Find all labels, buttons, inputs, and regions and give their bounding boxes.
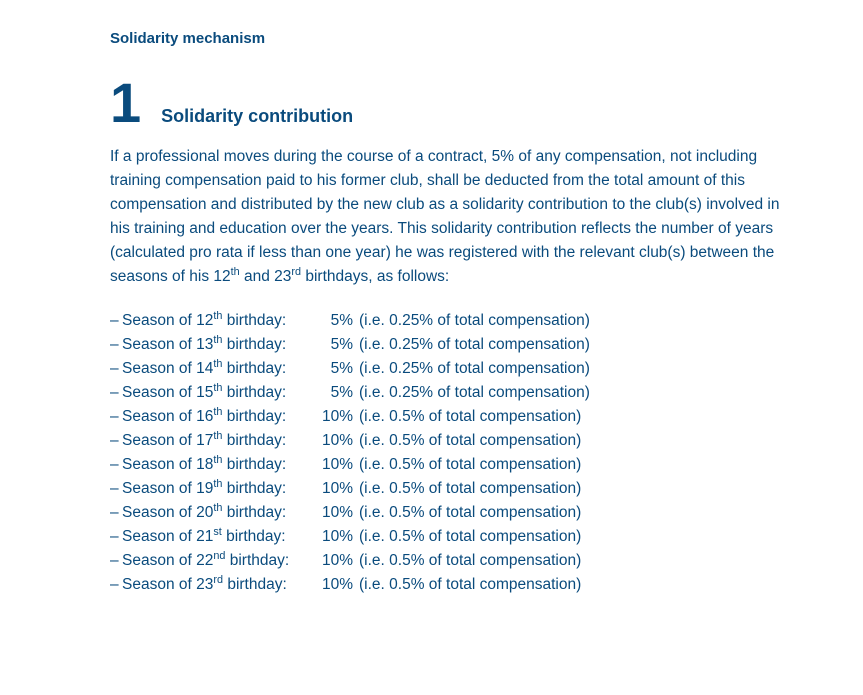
percentage: 5%	[307, 309, 359, 333]
list-item: –Season of 15th birthday:5%(i.e. 0.25% o…	[110, 381, 783, 405]
season-label: Season of 22nd birthday:	[122, 549, 307, 573]
percentage: 5%	[307, 381, 359, 405]
list-item: –Season of 23rd birthday:10%(i.e. 0.5% o…	[110, 573, 783, 597]
dash: –	[110, 525, 122, 549]
percentage: 10%	[307, 429, 359, 453]
dash: –	[110, 477, 122, 501]
list-item: –Season of 21st birthday:10%(i.e. 0.5% o…	[110, 525, 783, 549]
detail: (i.e. 0.25% of total compensation)	[359, 357, 783, 381]
dash: –	[110, 357, 122, 381]
section-number: 1	[110, 75, 139, 131]
detail: (i.e. 0.25% of total compensation)	[359, 333, 783, 357]
list-item: –Season of 16th birthday:10%(i.e. 0.5% o…	[110, 405, 783, 429]
percentage: 10%	[307, 501, 359, 525]
season-label: Season of 19th birthday:	[122, 477, 307, 501]
list-item: –Season of 20th birthday:10%(i.e. 0.5% o…	[110, 501, 783, 525]
paragraph-mid: and 23	[240, 268, 292, 285]
season-label: Season of 21st birthday:	[122, 525, 307, 549]
body-paragraph: If a professional moves during the cours…	[110, 145, 783, 289]
detail: (i.e. 0.5% of total compensation)	[359, 477, 783, 501]
percentage: 10%	[307, 573, 359, 597]
detail: (i.e. 0.5% of total compensation)	[359, 453, 783, 477]
dash: –	[110, 309, 122, 333]
dash: –	[110, 405, 122, 429]
dash: –	[110, 429, 122, 453]
percentage: 10%	[307, 525, 359, 549]
percentage: 5%	[307, 357, 359, 381]
season-label: Season of 16th birthday:	[122, 405, 307, 429]
detail: (i.e. 0.25% of total compensation)	[359, 309, 783, 333]
section-title: Solidarity contribution	[161, 106, 353, 127]
list-item: –Season of 19th birthday:10%(i.e. 0.5% o…	[110, 477, 783, 501]
page-header: Solidarity mechanism	[110, 30, 783, 47]
dash: –	[110, 573, 122, 597]
list-item: –Season of 13th birthday:5%(i.e. 0.25% o…	[110, 333, 783, 357]
list-item: –Season of 12th birthday:5%(i.e. 0.25% o…	[110, 309, 783, 333]
season-label: Season of 18th birthday:	[122, 453, 307, 477]
percentage: 5%	[307, 333, 359, 357]
season-label: Season of 23rd birthday:	[122, 573, 307, 597]
detail: (i.e. 0.5% of total compensation)	[359, 405, 783, 429]
paragraph-ord2: rd	[291, 266, 301, 278]
detail: (i.e. 0.5% of total compensation)	[359, 525, 783, 549]
paragraph-pre: If a professional moves during the cours…	[110, 148, 779, 285]
season-label: Season of 13th birthday:	[122, 333, 307, 357]
season-label: Season of 17th birthday:	[122, 429, 307, 453]
paragraph-post: birthdays, as follows:	[301, 268, 449, 285]
season-label: Season of 14th birthday:	[122, 357, 307, 381]
birthday-list: –Season of 12th birthday:5%(i.e. 0.25% o…	[110, 309, 783, 597]
detail: (i.e. 0.25% of total compensation)	[359, 381, 783, 405]
list-item: –Season of 14th birthday:5%(i.e. 0.25% o…	[110, 357, 783, 381]
detail: (i.e. 0.5% of total compensation)	[359, 429, 783, 453]
dash: –	[110, 501, 122, 525]
percentage: 10%	[307, 549, 359, 573]
season-label: Season of 20th birthday:	[122, 501, 307, 525]
detail: (i.e. 0.5% of total compensation)	[359, 549, 783, 573]
dash: –	[110, 549, 122, 573]
paragraph-ord1: th	[231, 266, 240, 278]
dash: –	[110, 453, 122, 477]
season-label: Season of 12th birthday:	[122, 309, 307, 333]
dash: –	[110, 381, 122, 405]
percentage: 10%	[307, 453, 359, 477]
list-item: –Season of 22nd birthday:10%(i.e. 0.5% o…	[110, 549, 783, 573]
dash: –	[110, 333, 122, 357]
page: Solidarity mechanism 1 Solidarity contri…	[0, 0, 863, 627]
list-item: –Season of 18th birthday:10%(i.e. 0.5% o…	[110, 453, 783, 477]
detail: (i.e. 0.5% of total compensation)	[359, 501, 783, 525]
season-label: Season of 15th birthday:	[122, 381, 307, 405]
percentage: 10%	[307, 477, 359, 501]
list-item: –Season of 17th birthday:10%(i.e. 0.5% o…	[110, 429, 783, 453]
percentage: 10%	[307, 405, 359, 429]
section-heading: 1 Solidarity contribution	[110, 75, 783, 131]
detail: (i.e. 0.5% of total compensation)	[359, 573, 783, 597]
